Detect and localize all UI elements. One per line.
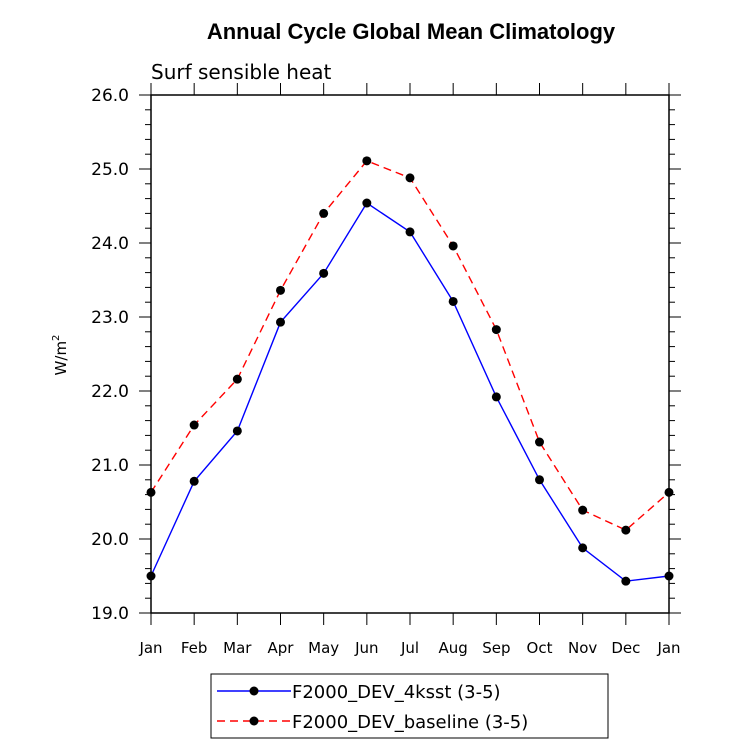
data-point (362, 198, 372, 208)
y-tick-label: 21.0 (91, 456, 129, 476)
legend-box (210, 673, 609, 739)
data-point (578, 543, 588, 553)
y-axis-label: W/m2 (51, 335, 70, 376)
data-point (189, 476, 199, 486)
data-point (664, 571, 674, 581)
y-tick-label: 23.0 (91, 308, 129, 328)
data-point (535, 437, 544, 447)
y-tick-label: 20.0 (91, 530, 129, 550)
legend-entry-label: F2000_DEV_baseline (3-5) (292, 712, 528, 733)
data-point (405, 227, 415, 237)
legend-entry-label: F2000_DEV_4ksst (3-5) (292, 682, 501, 703)
x-tick-label: Dec (611, 639, 640, 657)
data-point (276, 285, 285, 295)
plot-area: 19.0 20.0 21.0 22.0 23.0 24.0 25.0 26.0 Jan Feb Ma… (91, 83, 681, 657)
data-point (448, 241, 458, 251)
data-point (621, 525, 631, 535)
series-line-2 (150, 160, 670, 531)
data-point (448, 296, 458, 306)
x-tick-label: Nov (568, 639, 597, 657)
series-line-1 (150, 202, 670, 582)
plot-frame (150, 94, 670, 614)
y-tick-label: 24.0 (91, 234, 129, 254)
legend-swatch-marker (249, 686, 259, 696)
data-point (491, 325, 501, 335)
data-point (146, 571, 156, 581)
data-point (578, 505, 588, 515)
chart-subtitle: Surf sensible heat (151, 60, 332, 84)
x-tick-label: May (308, 639, 339, 657)
legend-swatch-marker (249, 716, 259, 726)
x-tick-label: Jun (354, 639, 378, 657)
x-tick-label: Jan (656, 639, 680, 657)
y-tick-label: 22.0 (91, 382, 129, 402)
data-point (146, 487, 156, 497)
legend: F2000_DEV_4ksst (3-5) F2000_DEV_baseline … (210, 673, 609, 739)
x-tick-label: Feb (181, 639, 208, 657)
x-tick-label: Sep (482, 639, 510, 657)
x-tick-label: Apr (268, 639, 295, 657)
data-point (535, 475, 544, 485)
x-tick-label: Mar (223, 639, 252, 657)
x-tick-label: Oct (527, 639, 553, 657)
data-point (405, 173, 415, 183)
chart-title: Annual Cycle Global Mean Climatology (207, 19, 616, 44)
data-point (362, 156, 372, 166)
data-point (232, 374, 242, 384)
data-point (232, 426, 242, 436)
y-tick-label: 19.0 (91, 604, 129, 624)
data-point (276, 317, 285, 327)
x-tick-label: Jan (138, 639, 162, 657)
x-tick-label: Jul (400, 639, 419, 657)
y-axis-label-superscript: 2 (51, 335, 62, 341)
data-point (319, 208, 329, 218)
data-point (664, 487, 674, 497)
data-point (491, 392, 501, 402)
y-tick-label: 26.0 (91, 86, 129, 106)
data-point (621, 576, 631, 586)
data-point (319, 268, 329, 278)
y-tick-label: 25.0 (91, 160, 129, 180)
x-tick-label: Aug (439, 639, 468, 657)
y-axis-label-base: W/m (52, 341, 70, 376)
data-point (189, 420, 199, 430)
